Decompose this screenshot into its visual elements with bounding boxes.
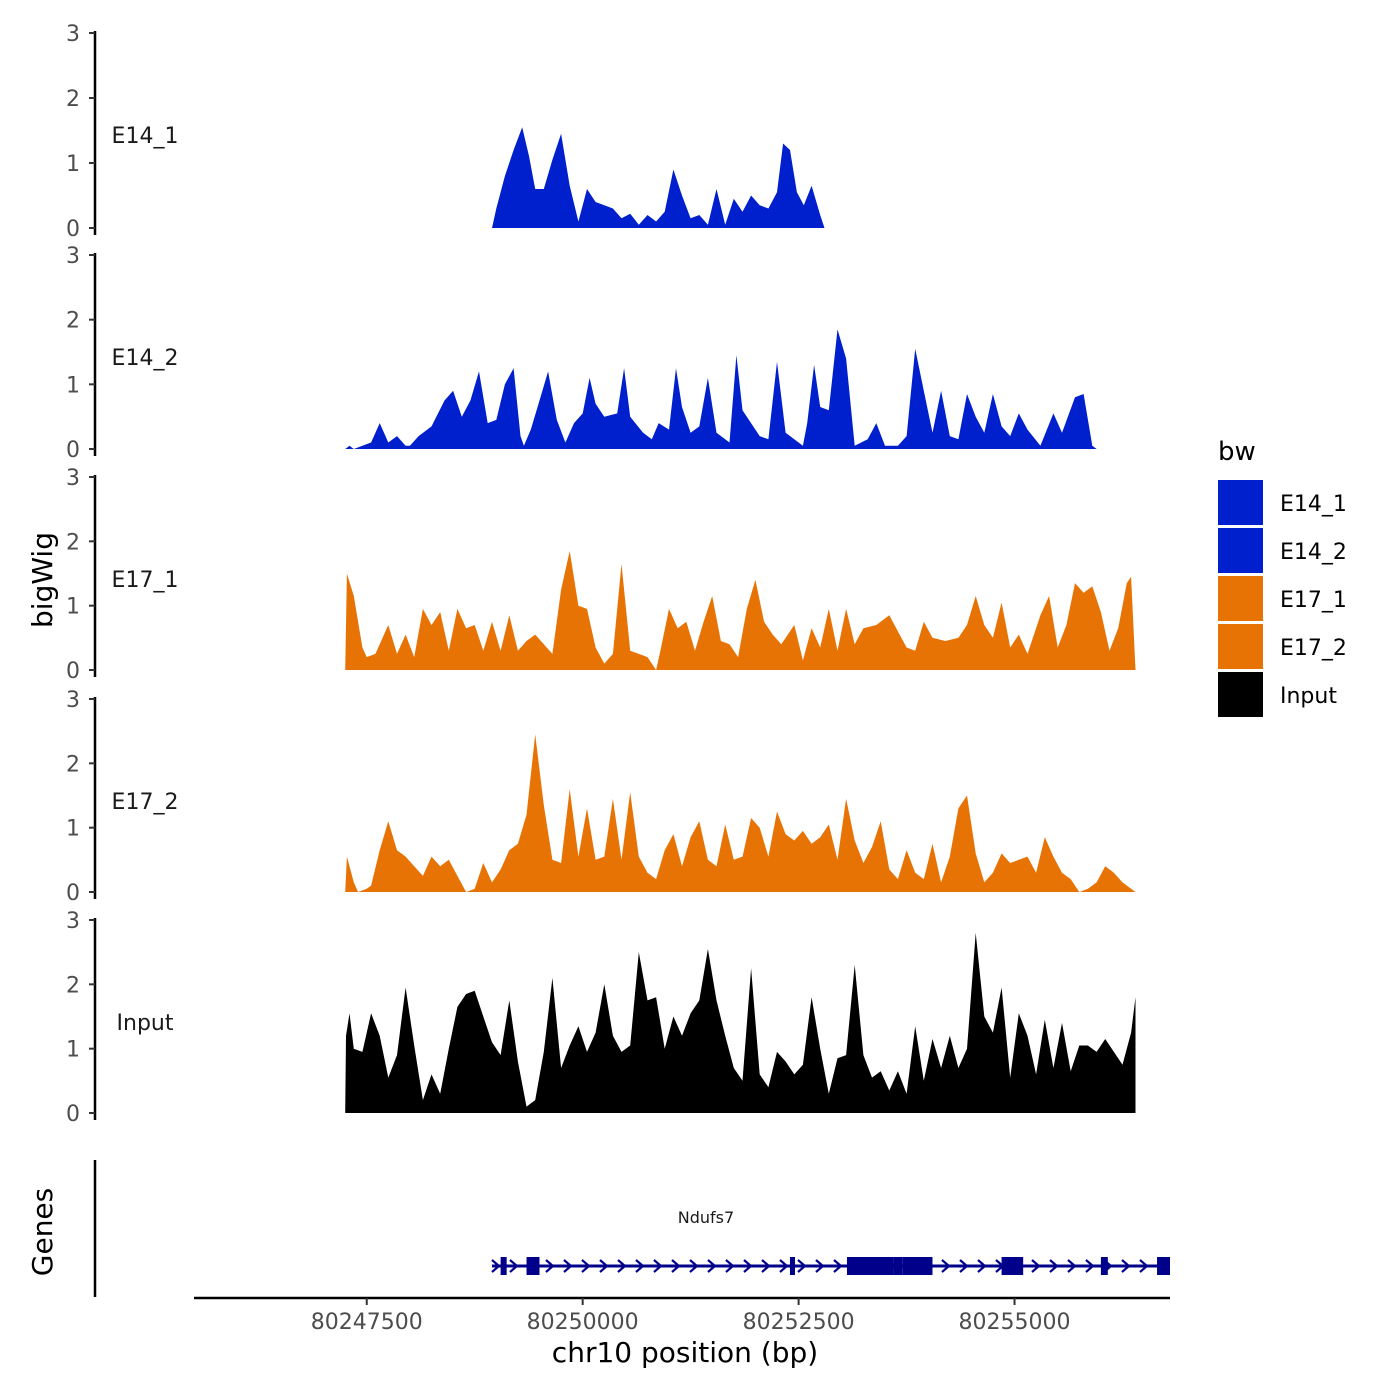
strand-arrow xyxy=(1031,1259,1041,1273)
y-tick-label: 2 xyxy=(66,973,80,998)
legend-swatch-e17-1 xyxy=(1218,576,1263,621)
exon-block xyxy=(500,1257,507,1275)
strand-arrow xyxy=(545,1259,555,1273)
track-label: Input xyxy=(117,1011,174,1036)
x-axis: 80247500 80250000 80252500 80255000 xyxy=(194,1296,1170,1335)
genes-axis-title: Genes xyxy=(26,1188,59,1276)
y-tick-label: 1 xyxy=(66,817,80,842)
strand-arrow xyxy=(635,1259,645,1273)
x-tick-label: 80247500 xyxy=(311,1310,423,1335)
y-tick-label: 2 xyxy=(66,752,80,777)
exon-block xyxy=(526,1257,540,1275)
legend-swatch-e14-1 xyxy=(1218,480,1263,525)
strand-arrow xyxy=(959,1259,969,1273)
legend: bw E14_1 E14_2 E17_1 E17_2 Input xyxy=(1218,437,1347,717)
legend-label-e14-2: E14_2 xyxy=(1280,540,1347,565)
track-e14-1: 0 1 2 3 E14_1 xyxy=(66,22,825,242)
y-tick-label: 1 xyxy=(66,595,80,620)
strand-arrow xyxy=(491,1259,501,1273)
strand-arrow xyxy=(1049,1259,1059,1273)
exon-block xyxy=(846,1257,894,1275)
y-tick-label: 3 xyxy=(66,466,80,491)
strand-arrow xyxy=(1121,1259,1131,1273)
track-e14-2: 0 1 2 3 E14_2 xyxy=(66,244,1097,463)
y-tick-label: 2 xyxy=(66,530,80,555)
exon-block xyxy=(1100,1257,1108,1275)
genes-track: Ndufs7 xyxy=(93,1160,1170,1297)
legend-label-e17-1: E17_1 xyxy=(1280,588,1347,613)
y-tick-label: 0 xyxy=(66,881,80,906)
strand-arrow xyxy=(941,1259,951,1273)
strand-arrow xyxy=(1139,1259,1149,1273)
exon-block xyxy=(902,1257,933,1275)
strand-arrow xyxy=(977,1259,987,1273)
strand-arrow xyxy=(653,1259,663,1273)
strand-arrow xyxy=(1085,1259,1095,1273)
strand-arrow xyxy=(1067,1259,1077,1273)
legend-label-input: Input xyxy=(1280,684,1337,709)
strand-arrow xyxy=(833,1259,843,1273)
strand-arrow xyxy=(725,1259,735,1273)
y-tick-label: 0 xyxy=(66,659,80,684)
y-tick-label: 2 xyxy=(66,87,80,112)
x-axis-title: chr10 position (bp) xyxy=(552,1336,818,1369)
legend-swatch-e17-2 xyxy=(1218,624,1263,669)
gene-ndufs7: Ndufs7 xyxy=(491,1208,1170,1275)
y-tick-label: 2 xyxy=(66,309,80,334)
track-label: E17_2 xyxy=(112,790,179,815)
coverage-area-e17-2 xyxy=(345,734,1136,892)
y-tick-label: 0 xyxy=(66,1102,80,1127)
track-e17-2: 0 1 2 3 E17_2 xyxy=(66,688,1136,906)
exon-block xyxy=(893,1257,903,1275)
strand-arrow xyxy=(581,1259,591,1273)
y-tick-label: 3 xyxy=(66,244,80,269)
strand-arrow xyxy=(797,1259,807,1273)
strand-arrow xyxy=(563,1259,573,1273)
exon-block xyxy=(789,1257,795,1275)
y-axis-title: bigWig xyxy=(26,532,59,628)
exon-block xyxy=(1001,1257,1024,1275)
track-label: E14_1 xyxy=(112,124,179,149)
strand-arrow xyxy=(671,1259,681,1273)
strand-arrow xyxy=(779,1259,789,1273)
y-tick-label: 0 xyxy=(66,217,80,242)
legend-swatch-input xyxy=(1218,672,1263,717)
legend-label-e14-1: E14_1 xyxy=(1280,492,1347,517)
coverage-area-input xyxy=(345,932,1136,1113)
y-tick-label: 3 xyxy=(66,22,80,47)
track-label: E14_2 xyxy=(112,346,179,371)
legend-label-e17-2: E17_2 xyxy=(1280,636,1347,661)
x-tick-label: 80250000 xyxy=(527,1310,639,1335)
coverage-area-e14-2 xyxy=(345,329,1097,449)
legend-swatch-e14-2 xyxy=(1218,528,1263,573)
exon-block xyxy=(1157,1257,1170,1275)
coverage-area-e14-1 xyxy=(492,127,825,228)
strand-arrow xyxy=(761,1259,771,1273)
strand-arrow xyxy=(815,1259,825,1273)
track-input: 0 1 2 3 Input xyxy=(66,909,1136,1127)
strand-arrow xyxy=(599,1259,609,1273)
gene-label: Ndufs7 xyxy=(678,1208,734,1227)
coverage-area-e17-1 xyxy=(345,551,1136,670)
y-tick-label: 1 xyxy=(66,152,80,177)
y-tick-label: 1 xyxy=(66,1038,80,1063)
strand-arrow xyxy=(707,1259,717,1273)
bigwig-tracks: 0 1 2 3 E14_1 0 1 2 3 E14_2 0 1 2 3 E17_1 0 1 2 3 E17_2 0 1 2 3… xyxy=(66,22,1136,1127)
strand-arrow xyxy=(689,1259,699,1273)
track-label: E17_1 xyxy=(112,568,179,593)
y-tick-label: 3 xyxy=(66,688,80,713)
x-tick-label: 80252500 xyxy=(743,1310,855,1335)
y-tick-label: 0 xyxy=(66,438,80,463)
y-tick-label: 3 xyxy=(66,909,80,934)
strand-arrow xyxy=(617,1259,627,1273)
y-tick-label: 1 xyxy=(66,373,80,398)
legend-title: bw xyxy=(1218,437,1256,467)
x-tick-label: 80255000 xyxy=(959,1310,1071,1335)
strand-arrow xyxy=(743,1259,753,1273)
strand-arrow xyxy=(509,1259,519,1273)
track-e17-1: 0 1 2 3 E17_1 xyxy=(66,466,1136,684)
